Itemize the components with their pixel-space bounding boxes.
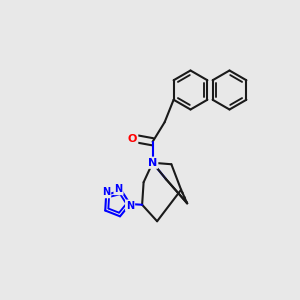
Text: N: N [102, 187, 110, 197]
Text: N: N [115, 184, 123, 194]
Text: O: O [128, 134, 137, 144]
Text: N: N [148, 158, 157, 168]
Text: N: N [126, 200, 134, 211]
